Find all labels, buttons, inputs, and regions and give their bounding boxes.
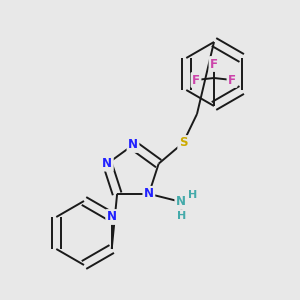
Text: N: N — [128, 139, 138, 152]
Text: F: F — [192, 74, 200, 86]
Text: N: N — [102, 157, 112, 170]
Text: H: H — [177, 211, 187, 221]
Text: N: N — [176, 195, 186, 208]
Text: H: H — [188, 190, 197, 200]
Text: F: F — [210, 58, 218, 70]
Text: F: F — [228, 74, 236, 86]
Text: N: N — [107, 211, 117, 224]
Text: S: S — [179, 136, 187, 149]
Text: N: N — [144, 187, 154, 200]
